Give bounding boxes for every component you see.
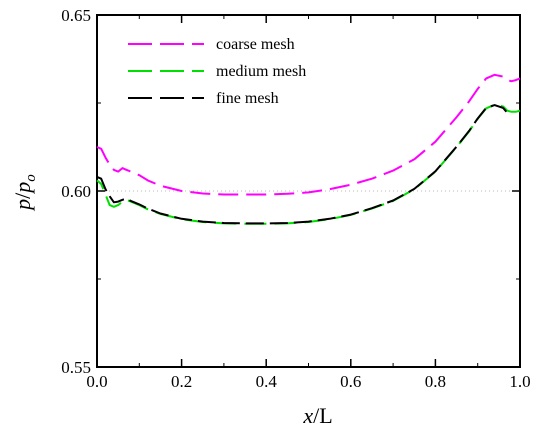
x-tick-label: 0.6 bbox=[340, 372, 361, 391]
series-line-medium-mesh bbox=[96, 103, 521, 225]
legend-label: fine mesh bbox=[216, 90, 279, 107]
series-line-fine-mesh bbox=[96, 104, 509, 225]
y-tick-label: 0.65 bbox=[61, 6, 91, 25]
x-tick-label: 0.2 bbox=[171, 372, 192, 391]
x-tick-label: 1.0 bbox=[509, 372, 530, 391]
x-tick-label: 0.4 bbox=[256, 372, 278, 391]
series-line-coarse-mesh bbox=[96, 73, 521, 196]
plot-frame bbox=[96, 14, 521, 368]
x-tick-label: 0.0 bbox=[86, 372, 107, 391]
y-axis-title: p/po bbox=[10, 174, 39, 212]
y-tick-label: 0.55 bbox=[61, 358, 91, 377]
x-axis-title: x/L bbox=[302, 403, 332, 428]
legend-label: coarse mesh bbox=[216, 36, 295, 53]
y-tick-label: 0.60 bbox=[61, 182, 91, 201]
x-tick-label: 0.8 bbox=[425, 372, 446, 391]
legend-label: medium mesh bbox=[216, 63, 306, 80]
